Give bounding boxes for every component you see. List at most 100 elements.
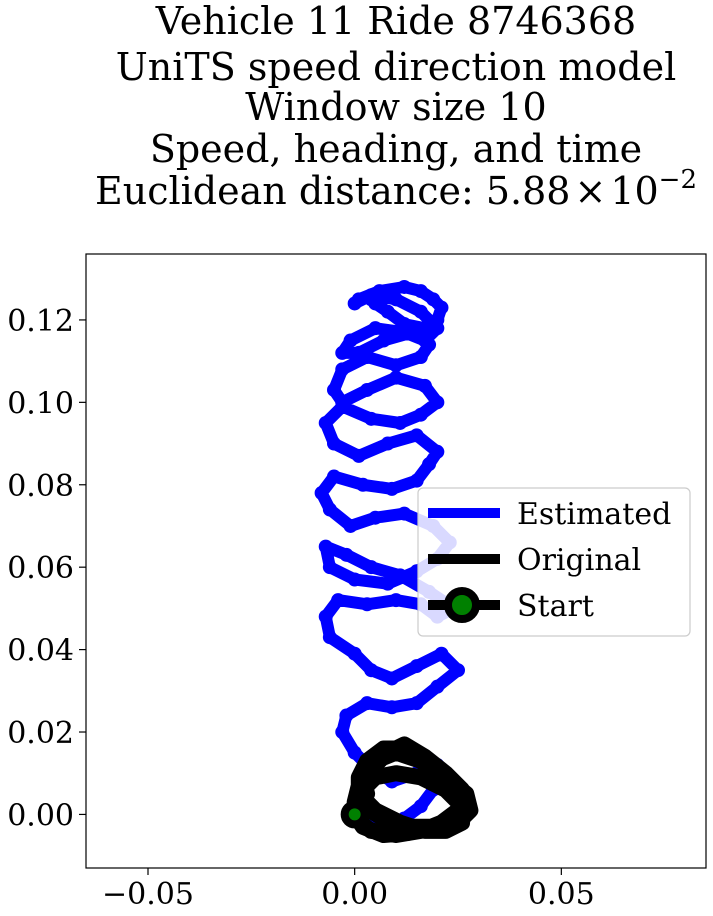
plot-series	[314, 279, 479, 843]
title-metric-prefix: Euclidean distance:	[95, 169, 486, 213]
estimated-point	[430, 312, 445, 327]
estimated-point	[331, 593, 346, 608]
estimated-point	[384, 671, 399, 686]
estimated-point	[335, 345, 350, 360]
estimated-point	[380, 436, 395, 451]
title-line-1: Vehicle 11 Ride 8746368	[155, 0, 636, 43]
estimated-point	[347, 745, 362, 760]
estimated-point	[355, 477, 370, 492]
title-metric-line: Euclidean distance: 5.88 × 10−2	[95, 165, 697, 213]
title-metric-times: ×	[574, 169, 606, 213]
estimated-point	[451, 663, 465, 678]
estimated-point	[413, 350, 428, 365]
estimated-point	[322, 630, 337, 645]
estimated-point	[335, 395, 350, 410]
x-tick-label: 0.05	[528, 877, 595, 912]
estimated-point	[417, 378, 432, 393]
estimated-point	[364, 292, 379, 307]
estimated-point	[413, 304, 428, 319]
title-metric-mantissa: 5.88	[486, 169, 571, 213]
estimated-point	[351, 448, 366, 463]
estimated-point	[347, 646, 362, 661]
estimated-point	[417, 333, 432, 348]
title-metric-base: 10	[610, 169, 658, 213]
y-tick-label: 0.08	[7, 469, 74, 504]
estimated-point	[327, 436, 341, 451]
estimated-point	[327, 469, 341, 484]
chart-title: Vehicle 11 Ride 8746368 UniTS speed dire…	[95, 0, 697, 213]
legend-label-estimated: Estimated	[517, 497, 671, 532]
estimated-point	[434, 646, 449, 661]
estimated-point	[413, 407, 428, 422]
y-tick-label: 0.06	[7, 551, 74, 586]
estimated-point	[364, 663, 379, 678]
original-line	[346, 736, 479, 843]
estimated-point	[351, 292, 366, 307]
estimated-point	[322, 560, 337, 575]
estimated-point	[360, 597, 375, 612]
estimated-point	[409, 696, 424, 711]
x-tick-label: −0.05	[102, 877, 194, 912]
estimated-point	[327, 382, 341, 397]
estimated-point	[335, 725, 350, 740]
estimated-point	[364, 411, 379, 426]
series-original	[346, 736, 479, 843]
estimated-point	[335, 362, 350, 377]
estimated-point	[389, 370, 403, 385]
estimated-point	[430, 679, 445, 694]
estimated-point	[384, 481, 399, 496]
legend: Estimated Original Start	[417, 487, 691, 637]
estimated-point	[413, 799, 428, 814]
estimated-point	[351, 345, 366, 360]
estimated-point	[430, 444, 445, 459]
legend-label-original: Original	[517, 543, 641, 578]
estimated-point	[422, 457, 437, 472]
estimated-point	[376, 333, 391, 348]
estimated-point	[380, 576, 395, 591]
estimated-point	[364, 560, 379, 575]
legend-label-start: Start	[517, 589, 594, 624]
estimated-point	[434, 300, 449, 315]
estimated-point	[360, 382, 375, 397]
estimated-point	[318, 539, 333, 554]
legend-box	[417, 487, 691, 637]
estimated-point	[393, 568, 408, 583]
x-tick-label: 0.00	[321, 877, 388, 912]
y-tick-label: 0.04	[7, 634, 74, 669]
estimated-point	[409, 659, 424, 674]
y-tick-label: 0.00	[7, 798, 74, 833]
start-marker	[340, 800, 369, 829]
estimated-point	[413, 284, 428, 299]
y-tick-label: 0.12	[7, 304, 74, 339]
estimated-point	[314, 486, 329, 501]
title-metric-exponent: −2	[659, 165, 697, 195]
estimated-point	[380, 304, 395, 319]
legend-swatch-start-marker	[444, 587, 480, 623]
estimated-point	[417, 321, 432, 336]
title-line-3: Window size 10	[245, 85, 546, 129]
estimated-point	[318, 609, 333, 624]
estimated-point	[343, 333, 358, 348]
estimated-point	[389, 292, 403, 307]
estimated-point	[360, 696, 375, 711]
estimated-point	[368, 321, 383, 336]
estimated-point	[339, 708, 354, 723]
estimated-point	[397, 506, 412, 521]
estimated-point	[384, 700, 399, 715]
title-line-2: UniTS speed direction model	[116, 45, 676, 89]
estimated-point	[389, 593, 403, 608]
estimated-point	[393, 415, 408, 430]
estimated-point	[430, 395, 445, 410]
estimated-point	[397, 317, 412, 332]
estimated-point	[397, 279, 412, 294]
title-line-4: Speed, heading, and time	[150, 127, 642, 171]
y-axis: 0.00 0.02 0.04 0.06 0.08 0.10 0.12	[7, 304, 86, 833]
estimated-point	[347, 572, 362, 587]
x-axis: −0.05 0.00 0.05	[102, 868, 595, 912]
estimated-point	[409, 473, 424, 488]
estimated-point	[343, 518, 358, 533]
estimated-point	[368, 510, 383, 525]
y-tick-label: 0.02	[7, 716, 74, 751]
y-tick-label: 0.10	[7, 386, 74, 421]
